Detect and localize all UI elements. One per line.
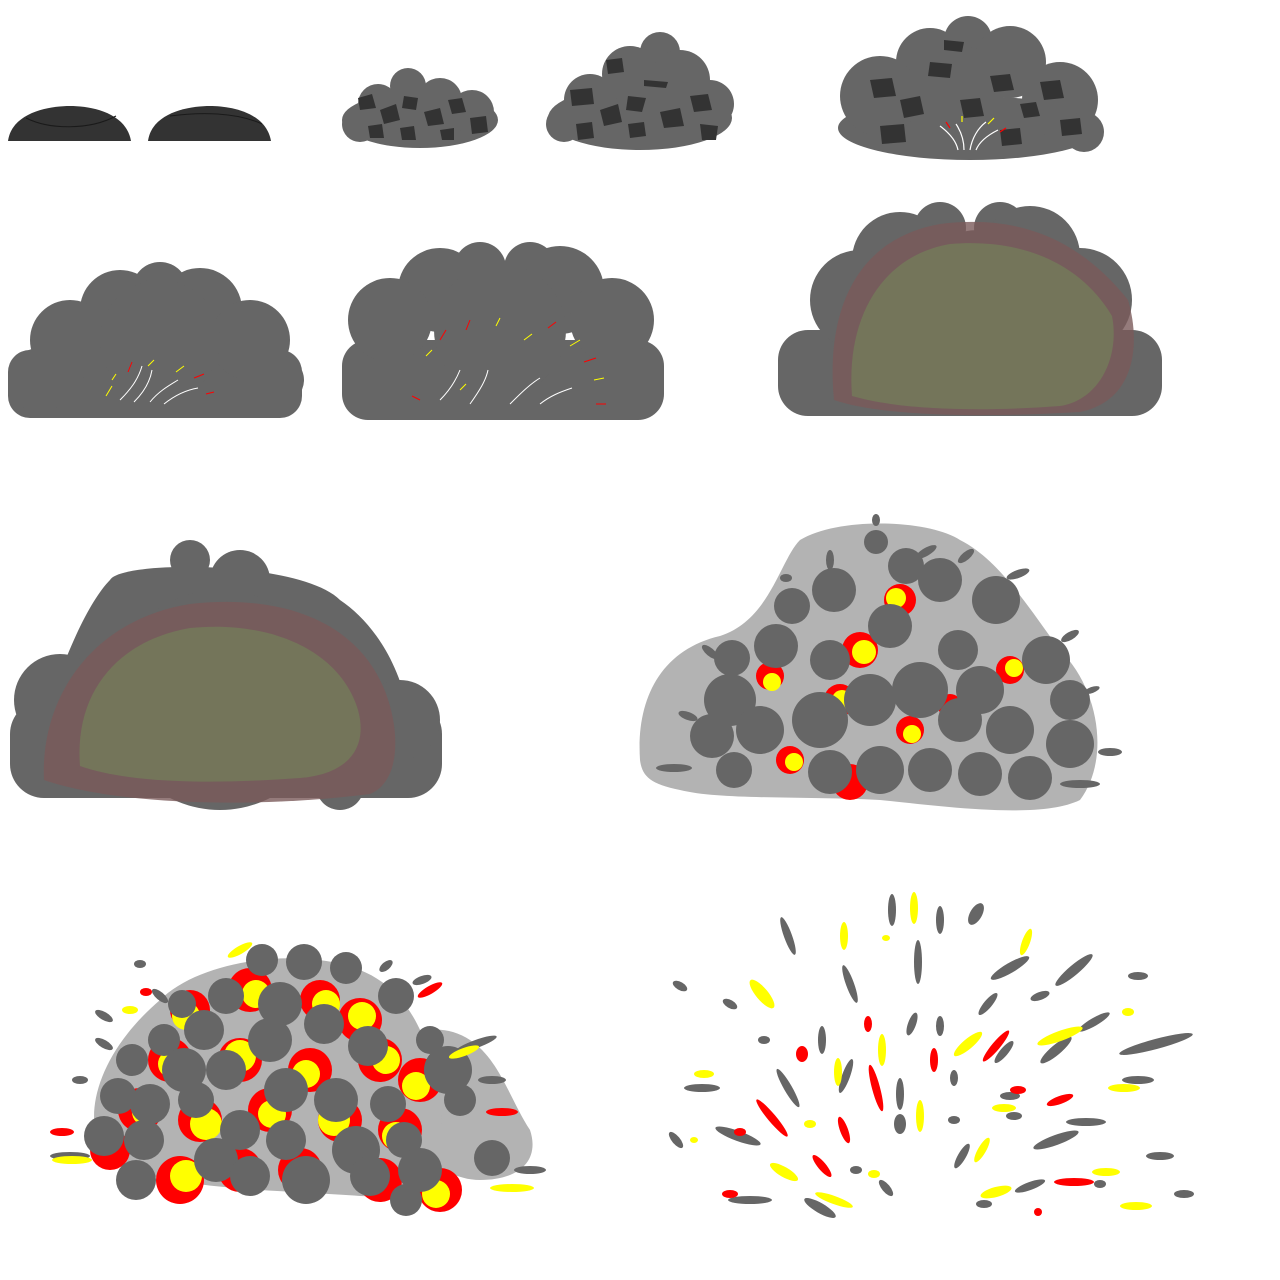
frame-11-fire-burst — [50, 942, 546, 1216]
frame-1-dome — [8, 106, 131, 141]
frame-9-smoke-glow-large — [10, 540, 442, 810]
frame-8-smoke-glow — [778, 202, 1162, 416]
frame-10-fire-cloud — [639, 514, 1122, 811]
frame-5-rubble-sparks — [838, 16, 1104, 160]
frame-4-rubble — [546, 32, 734, 150]
frame-12-debris-scatter — [668, 892, 1194, 1218]
frame-7-smoke-sparks-wide — [342, 242, 664, 420]
frame-2-dome — [148, 106, 271, 141]
frame-3-rubble — [342, 68, 498, 148]
frame-6-smoke-sparks — [8, 262, 304, 418]
